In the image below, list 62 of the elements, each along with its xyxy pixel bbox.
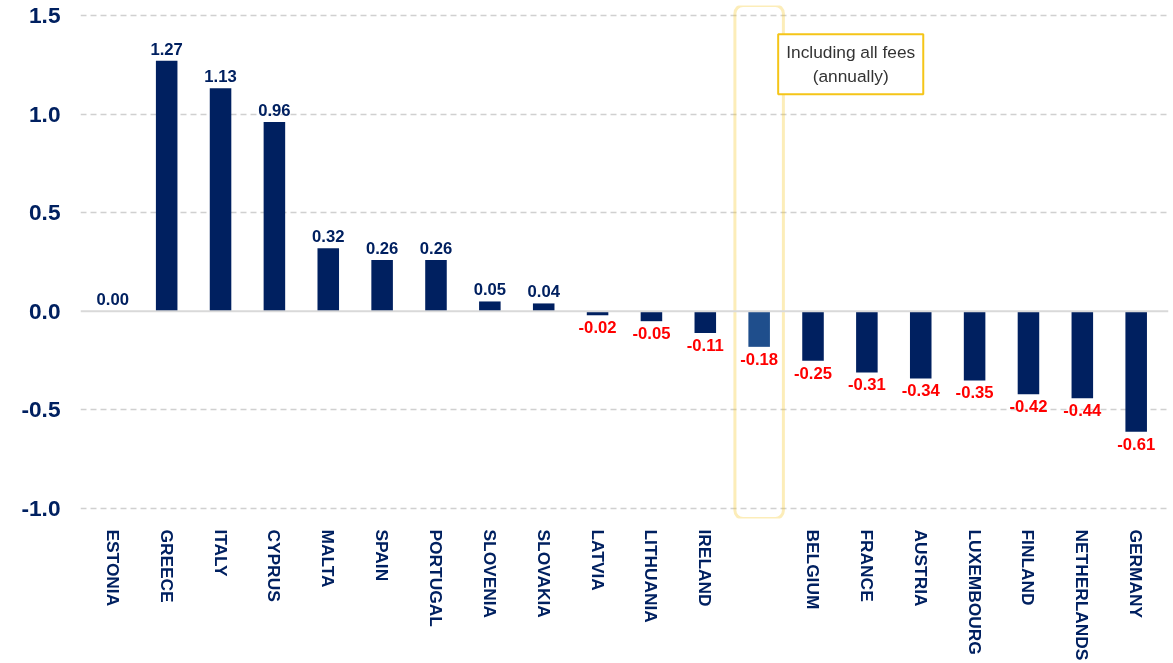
bar	[856, 311, 878, 373]
data-label: -0.42	[1009, 397, 1048, 417]
data-label: -0.34	[901, 381, 941, 401]
data-label: -0.35	[955, 383, 994, 403]
bar	[371, 260, 393, 312]
bar	[1017, 311, 1040, 395]
data-label: -0.11	[686, 336, 724, 356]
x-tick-label: ESTONIA	[102, 529, 123, 607]
x-tick-label: CYPRUS	[264, 529, 285, 602]
annotation: Including all fees (annually)	[786, 42, 916, 87]
bar	[1125, 311, 1147, 432]
x-tick-label: GREECE	[156, 529, 177, 603]
bar	[694, 311, 717, 334]
bar	[1071, 311, 1094, 399]
x-tick-label: LATVIA	[587, 529, 608, 592]
data-label: -0.02	[578, 318, 617, 338]
data-label: -0.44	[1063, 401, 1103, 421]
data-label: 0.96	[258, 100, 291, 120]
y-tick-label: -0.5	[21, 396, 61, 423]
bar	[802, 311, 824, 361]
data-label: -0.18	[740, 349, 779, 369]
x-tick-label: AUSTRIA	[910, 529, 931, 607]
data-label: 0.04	[527, 282, 561, 302]
x-tick-label: PORTUGAL	[425, 529, 446, 628]
data-label: -0.05	[632, 324, 671, 344]
x-tick-label: NETHERLANDS	[1072, 529, 1093, 661]
data-label: 1.27	[150, 39, 183, 59]
bar	[909, 311, 932, 379]
y-tick-label: 0.5	[29, 199, 61, 226]
x-tick-label: SLOVAKIA	[533, 529, 554, 619]
x-tick-label: SLOVENIA	[479, 529, 500, 619]
bar	[963, 311, 986, 381]
x-tick-label: MALTA	[318, 529, 339, 589]
data-label: -0.31	[847, 375, 886, 395]
bar	[317, 248, 340, 312]
y-tick-label: 1.0	[29, 100, 61, 127]
x-tick-label: FRANCE	[856, 529, 877, 602]
x-tick-label: LUXEMBOURG	[964, 529, 985, 655]
x-tick-label: ITALY	[210, 529, 231, 578]
x-tick-label: SPAIN	[372, 529, 393, 582]
x-tick-label: FINLAND	[1018, 529, 1039, 606]
data-label: 1.13	[204, 67, 237, 87]
data-label: -0.61	[1117, 434, 1156, 454]
bar	[155, 60, 178, 312]
data-label: -0.25	[794, 363, 832, 383]
x-tick-label: BELGIUM	[803, 529, 824, 610]
x-tick-label: GERMANY	[1126, 529, 1147, 619]
data-label: 0.26	[365, 239, 399, 259]
y-tick-label: 0.0	[29, 297, 61, 324]
data-label: 0.00	[96, 290, 130, 310]
data-label: 0.05	[473, 280, 507, 300]
bar	[209, 88, 232, 312]
y-tick-label: -1.0	[21, 495, 61, 522]
data-label: 0.32	[312, 227, 345, 247]
x-tick-label: LITHUANIA	[641, 529, 662, 624]
x-tick-label: IRELAND	[695, 529, 716, 607]
bar	[748, 311, 770, 347]
bar	[263, 121, 286, 312]
data-label: 0.26	[419, 239, 453, 259]
y-tick-label: 1.5	[29, 1, 61, 28]
bar	[425, 260, 447, 312]
bar	[479, 301, 501, 312]
